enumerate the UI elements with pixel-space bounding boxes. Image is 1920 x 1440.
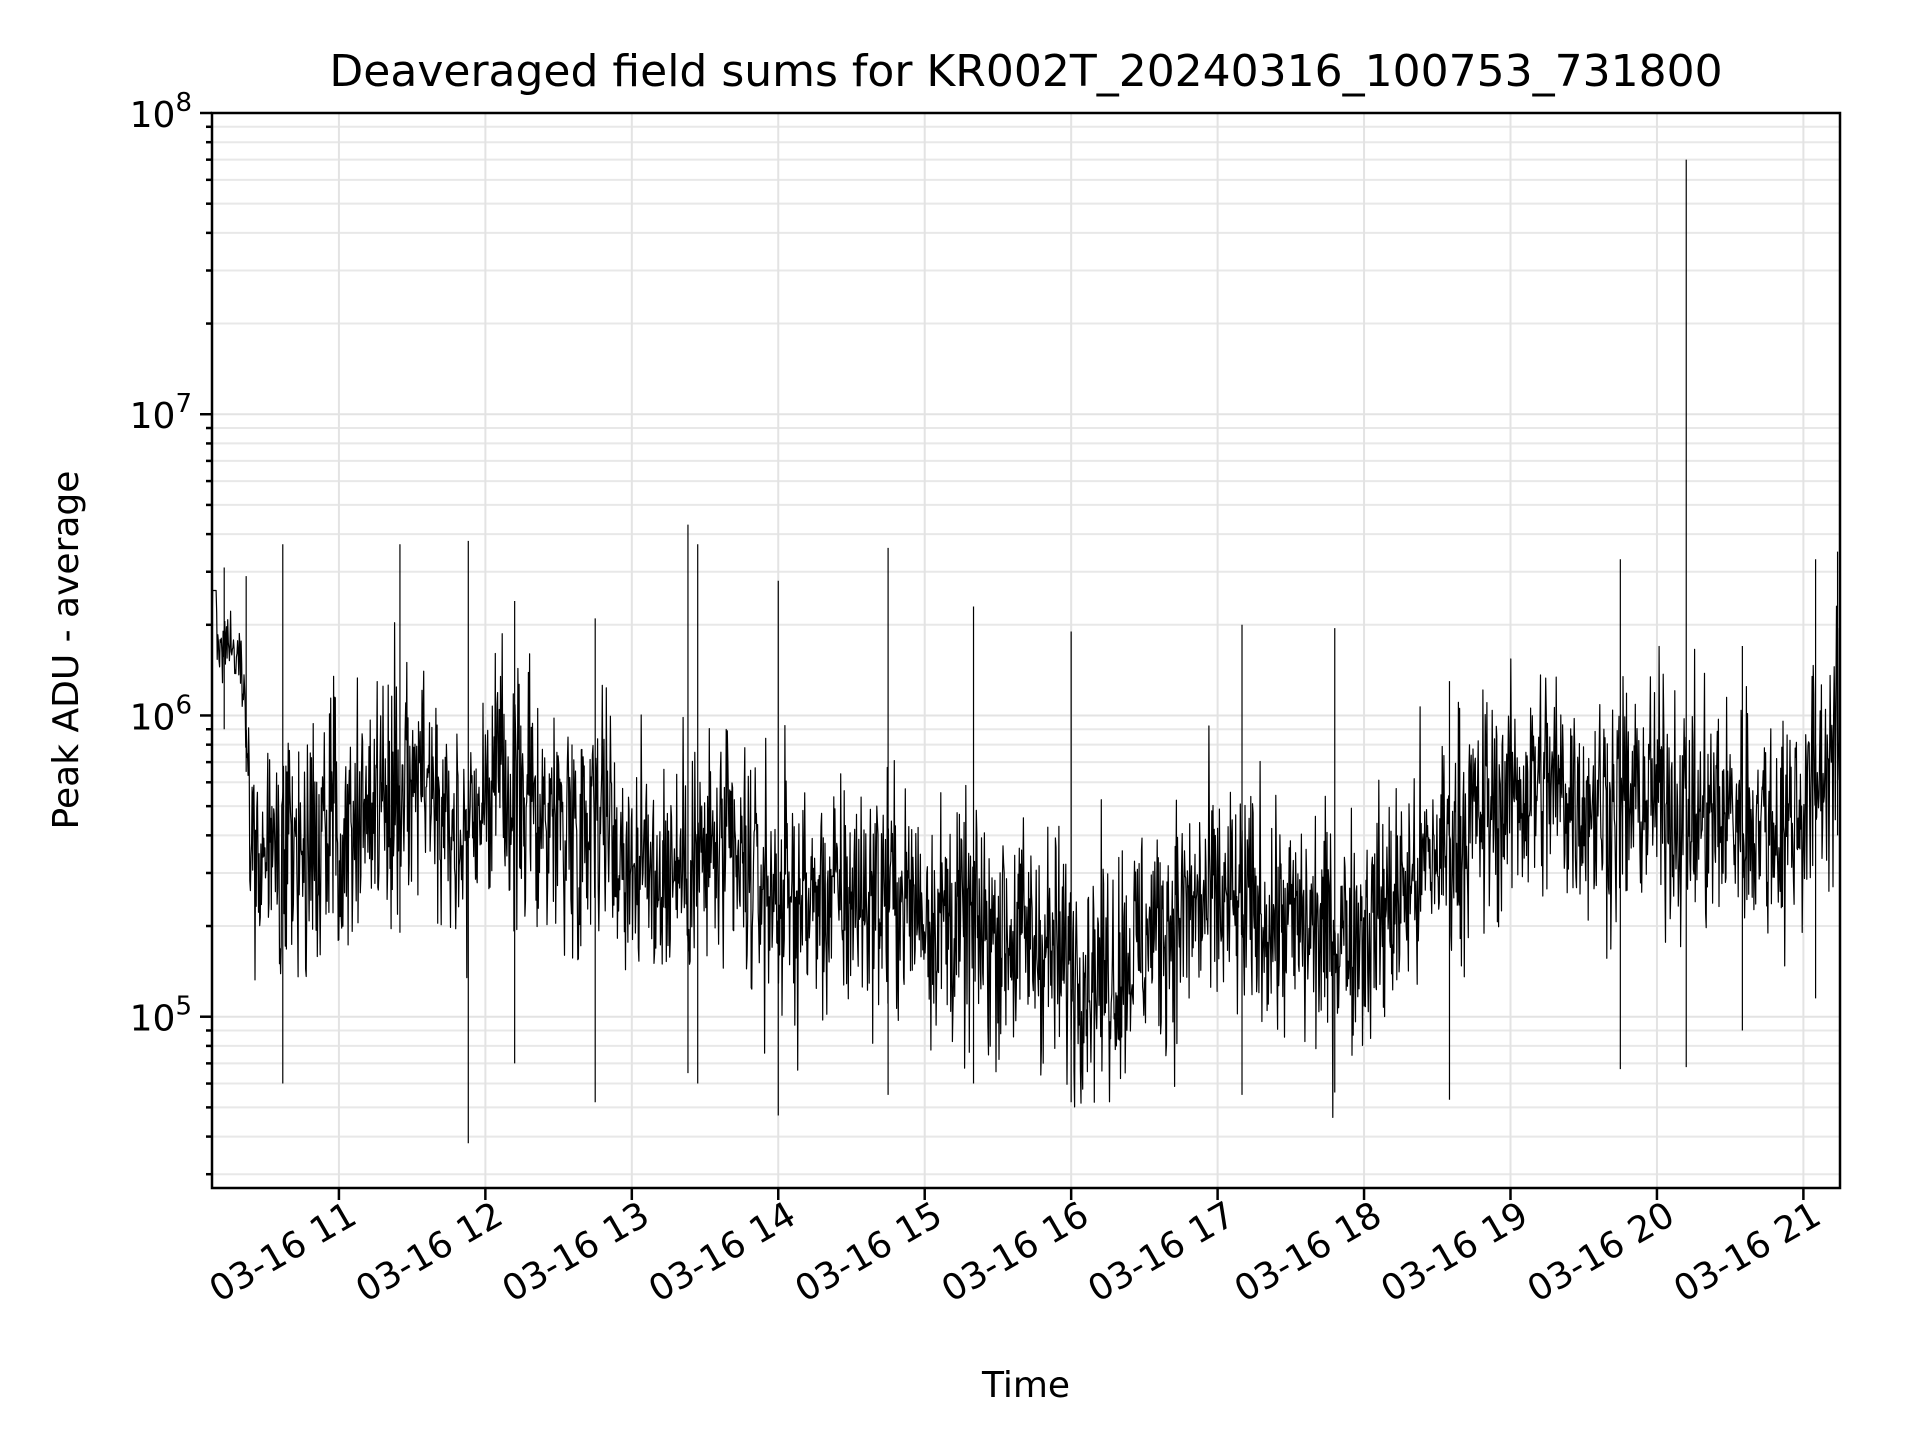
x-tick-label: 03-16 17 <box>1081 1194 1242 1310</box>
y-tick-label: 105 <box>130 992 192 1040</box>
series-line <box>211 589 1841 1118</box>
x-tick-label: 03-16 13 <box>496 1194 657 1310</box>
y-tick-label: 107 <box>130 389 192 437</box>
x-tick-label: 03-16 16 <box>935 1194 1096 1310</box>
grid <box>212 112 1840 1188</box>
x-tick-label: 03-16 15 <box>789 1194 950 1310</box>
y-tick-label: 108 <box>130 88 192 136</box>
y-tick-label: 106 <box>130 690 192 738</box>
x-tick-label: 03-16 20 <box>1521 1194 1682 1310</box>
x-axis-label: Time <box>981 1365 1070 1406</box>
x-tick-label: 03-16 11 <box>203 1194 364 1310</box>
x-tick-label: 03-16 19 <box>1374 1194 1535 1310</box>
x-tick-label: 03-16 21 <box>1667 1194 1828 1310</box>
data-series <box>211 159 1841 1144</box>
x-tick-label: 03-16 12 <box>349 1194 510 1310</box>
chart-title: Deaveraged field sums for KR002T_2024031… <box>329 46 1722 97</box>
y-axis: 105 106 107 108 <box>130 88 212 1176</box>
plot-frame <box>210 111 1842 1190</box>
x-tick-label: 03-16 14 <box>642 1194 803 1310</box>
x-tick-label: 03-16 18 <box>1228 1194 1389 1310</box>
y-axis-label: Peak ADU - average <box>46 471 87 830</box>
